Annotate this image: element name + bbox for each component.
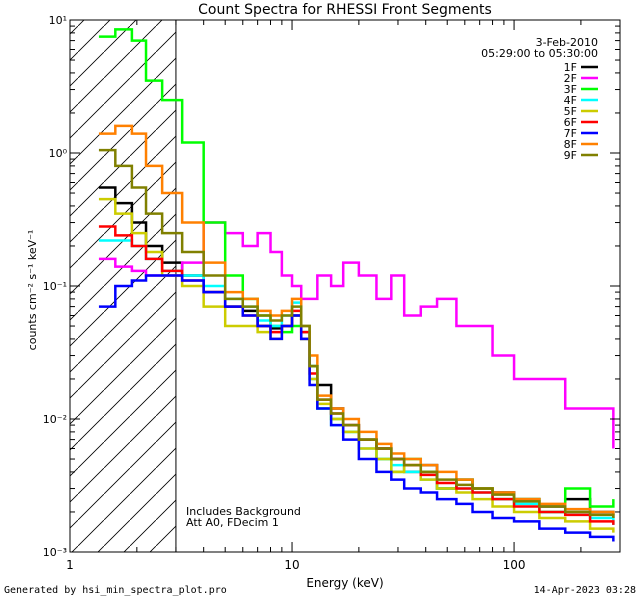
y-tick-label-1e-1: 10⁻¹ [43, 280, 67, 293]
series-line-7F [98, 274, 615, 542]
legend-label-6F: 6F [564, 116, 577, 129]
legend-date: 3-Feb-2010 [536, 36, 598, 49]
annotation-attenuator: Att A0, FDecim 1 [186, 516, 279, 529]
x-axis-label: Energy (keV) [306, 576, 383, 590]
chart-title: Count Spectra for RHESSI Front Segments [198, 2, 492, 18]
legend-label-9F: 9F [564, 149, 577, 162]
y-tick-label-1e1: 10¹ [49, 14, 67, 27]
footer-generated-by: Generated by hsi_min_spectra_plot.pro [4, 585, 227, 596]
legend-label-8F: 8F [564, 138, 577, 151]
legend-label-2F: 2F [564, 72, 577, 85]
x-tick-label-1: 1 [66, 558, 74, 572]
series-line-9F [98, 148, 615, 519]
x-tick-label-10: 10 [284, 558, 299, 572]
series-layer [98, 28, 615, 542]
x-tick-label-100: 100 [503, 558, 526, 572]
legend-label-4F: 4F [564, 94, 577, 107]
y-tick-label-1e0: 10⁰ [49, 147, 68, 160]
series-line-2F [98, 221, 615, 449]
y-tick-label-1e-2: 10⁻² [43, 413, 67, 426]
legend-label-7F: 7F [564, 127, 577, 140]
footer-timestamp: 14-Apr-2023 03:28 [533, 585, 636, 596]
legend-label-1F: 1F [564, 61, 577, 74]
y-tick-label-1e-3: 10⁻³ [43, 546, 67, 559]
annotation-background: Includes Background [186, 505, 301, 518]
legend-label-3F: 3F [564, 83, 577, 96]
y-axis-label: counts cm⁻² s⁻¹ keV⁻¹ [26, 230, 39, 351]
legend-time-range: 05:29:00 to 05:30:00 [481, 47, 598, 60]
axis-layer [69, 19, 621, 553]
legend-label-5F: 5F [564, 105, 577, 118]
